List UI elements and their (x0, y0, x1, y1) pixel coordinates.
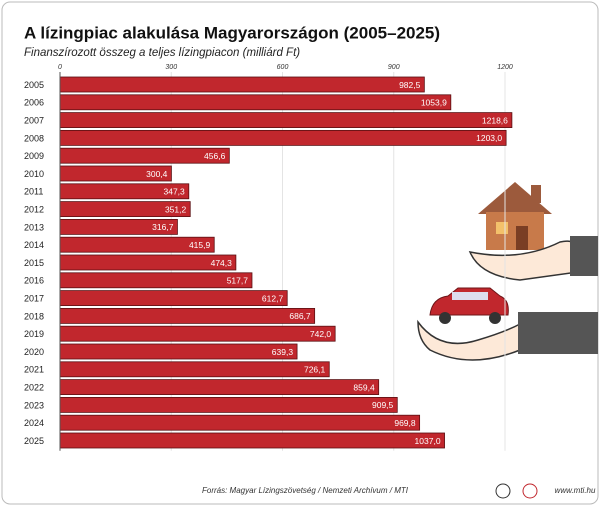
logo (522, 483, 538, 499)
y-tick-label: 2019 (24, 329, 44, 339)
value-label: 456,6 (204, 151, 226, 161)
y-tick-label: 2023 (24, 400, 44, 410)
bar (59, 396, 398, 413)
y-tick-label: 2005 (24, 80, 44, 90)
website: www.mti.hu (555, 486, 596, 495)
bar (59, 414, 421, 431)
value-label: 686,7 (289, 311, 311, 321)
y-tick-label: 2007 (24, 115, 44, 125)
bar (59, 325, 336, 342)
source: Forrás: Magyar Lízingszövetség / Nemzeti… (202, 486, 409, 495)
bar (59, 76, 425, 93)
x-tick-label: 300 (165, 64, 177, 71)
value-label: 474,3 (211, 258, 233, 268)
y-tick-label: 2018 (24, 311, 44, 321)
y-tick-label: 2017 (24, 293, 44, 303)
y-tick-label: 2010 (24, 169, 44, 179)
bar (59, 94, 452, 111)
chart-title: A lízingpiac alakulása Magyarországon (2… (24, 23, 440, 42)
value-label: 300,4 (146, 169, 168, 179)
y-tick-label: 2022 (24, 382, 44, 392)
bar (59, 379, 380, 396)
value-label: 1218,6 (482, 115, 508, 125)
y-tick-label: 2013 (24, 222, 44, 232)
value-label: 347,3 (164, 187, 186, 197)
bar (59, 129, 507, 146)
value-label: 351,2 (165, 204, 187, 214)
x-tick-label: 900 (388, 64, 400, 71)
value-label: 639,3 (272, 347, 294, 357)
y-tick-label: 2025 (24, 436, 44, 446)
y-tick-label: 2024 (24, 418, 44, 428)
value-label: 742,0 (310, 329, 332, 339)
value-label: 1203,0 (476, 133, 502, 143)
value-label: 1053,9 (421, 98, 447, 108)
value-label: 1037,0 (415, 436, 441, 446)
value-label: 982,5 (399, 80, 421, 90)
y-tick-label: 2009 (24, 151, 44, 161)
value-label: 726,1 (304, 365, 326, 375)
y-tick-label: 2008 (24, 133, 44, 143)
y-tick-label: 2015 (24, 258, 44, 268)
y-tick-label: 2006 (24, 98, 44, 108)
y-tick-label: 2021 (24, 365, 44, 375)
bar (59, 343, 298, 360)
value-label: 612,7 (262, 293, 284, 303)
value-label: 316,7 (152, 222, 174, 232)
value-label: 909,5 (372, 400, 394, 410)
y-tick-label: 2011 (24, 187, 43, 197)
bar (59, 307, 316, 324)
y-tick-label: 2014 (24, 240, 44, 250)
value-label: 517,7 (227, 276, 249, 286)
car-icon (417, 287, 598, 361)
bar (59, 254, 237, 271)
value-label: 415,9 (189, 240, 211, 250)
bar (59, 112, 513, 128)
value-label: 969,8 (394, 418, 416, 428)
y-tick-label: 2016 (24, 276, 44, 286)
bar (59, 361, 330, 378)
bar (59, 432, 445, 449)
y-tick-label: 2012 (24, 204, 44, 214)
chart-subtitle: Finanszírozott összeg a teljes lízingpia… (24, 47, 300, 59)
y-tick-label: 2020 (24, 347, 44, 357)
value-label: 859,4 (353, 382, 375, 392)
bar (59, 290, 288, 307)
logo (495, 483, 511, 499)
house-icon (468, 182, 598, 281)
x-tick-label: 1200 (497, 64, 513, 71)
x-tick-label: 0 (58, 64, 62, 71)
x-tick-label: 600 (277, 64, 289, 71)
bar (59, 272, 253, 289)
